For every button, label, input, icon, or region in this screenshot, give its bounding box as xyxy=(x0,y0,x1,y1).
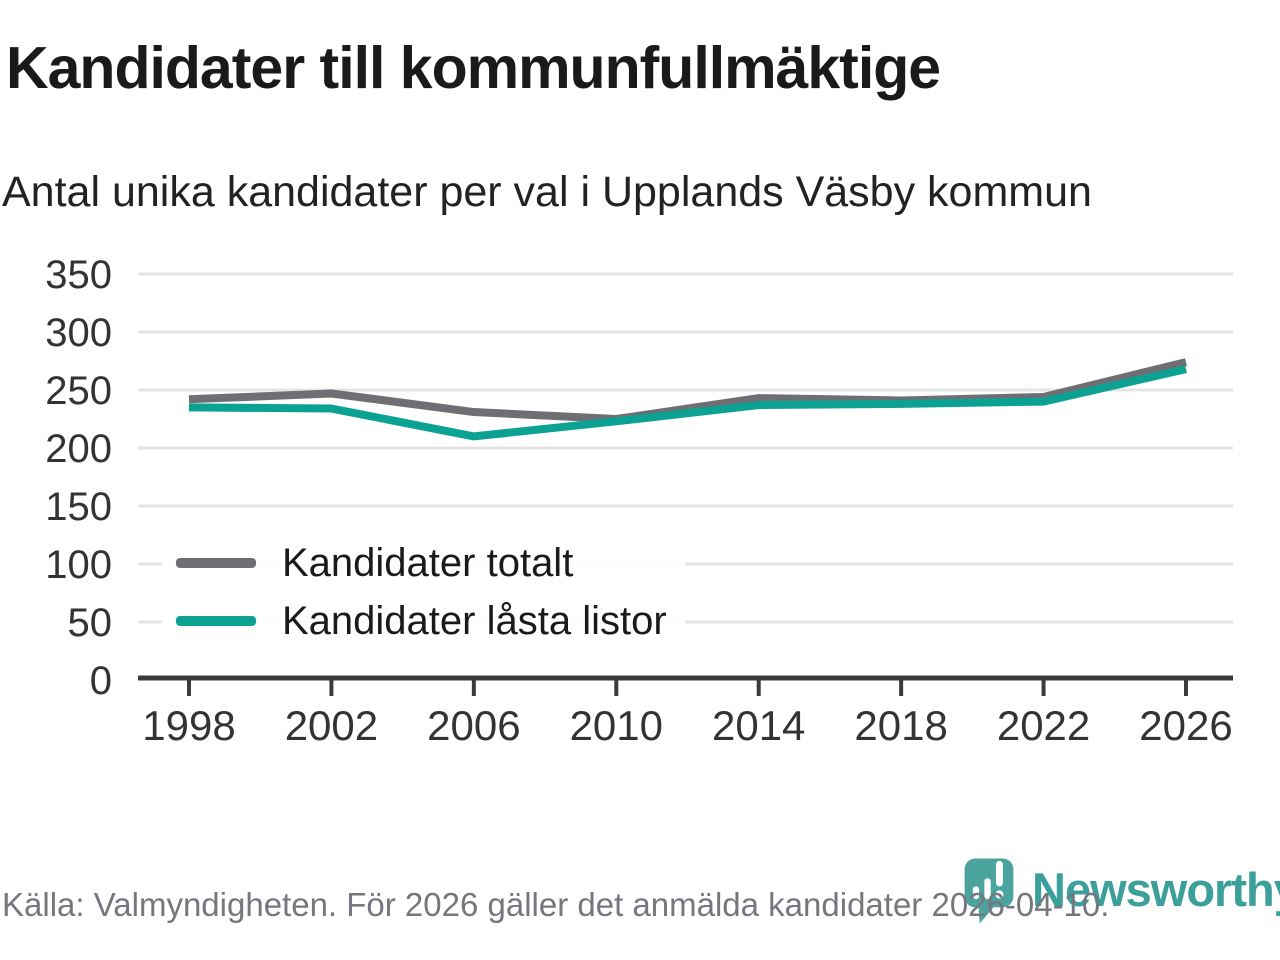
x-axis-tick-label: 2002 xyxy=(285,702,378,749)
legend-item-locked-lists: Kandidater låsta listor xyxy=(176,592,667,650)
source-note: Källa: Valmyndigheten. För 2026 gäller d… xyxy=(2,886,1110,923)
y-axis-tick-label: 200 xyxy=(45,427,112,471)
x-axis-tick-label: 2010 xyxy=(570,702,663,749)
x-axis-tick-label: 2022 xyxy=(997,702,1090,749)
newsworthy-wordmark: Newsworthy xyxy=(1032,863,1280,916)
y-axis-tick-label: 150 xyxy=(45,485,112,529)
y-axis-tick-label: 350 xyxy=(45,253,112,297)
y-axis-tick-label: 100 xyxy=(45,543,112,587)
line-chart: 0 50 100 150 200 250 300 350 1998 2002 2006 2010 201… xyxy=(45,253,1233,749)
y-axis-tick-label: 0 xyxy=(90,659,112,703)
y-axis-tick-label: 300 xyxy=(45,311,112,355)
x-axis-tick-label: 1998 xyxy=(142,702,235,749)
y-axis-tick-label: 50 xyxy=(68,601,113,645)
legend-label-total: Kandidater totalt xyxy=(282,540,574,585)
page-subtitle: Antal unika kandidater per val i Uppland… xyxy=(2,168,1092,216)
x-axis-tick-label: 2018 xyxy=(854,702,947,749)
legend-swatch-locked-lists xyxy=(176,616,256,626)
x-axis-tick-label: 2026 xyxy=(1139,702,1232,749)
y-axis-tick-label: 250 xyxy=(45,369,112,413)
series-line-1 xyxy=(188,365,1187,441)
legend-label-locked-lists: Kandidater låsta listor xyxy=(282,598,667,643)
x-axis-tick-label: 2014 xyxy=(712,702,805,749)
newsworthy-logo: Newsworthy xyxy=(960,856,1280,926)
newsworthy-pin-icon xyxy=(964,858,1014,924)
legend-swatch-total xyxy=(176,558,256,568)
page-title: Kandidater till kommunfullmäktige xyxy=(6,35,941,101)
series-line-0 xyxy=(188,358,1187,423)
legend-item-total: Kandidater totalt xyxy=(176,534,667,592)
x-axis-tick-label: 2006 xyxy=(427,702,520,749)
chart-legend: Kandidater totalt Kandidater låsta listo… xyxy=(162,528,685,660)
